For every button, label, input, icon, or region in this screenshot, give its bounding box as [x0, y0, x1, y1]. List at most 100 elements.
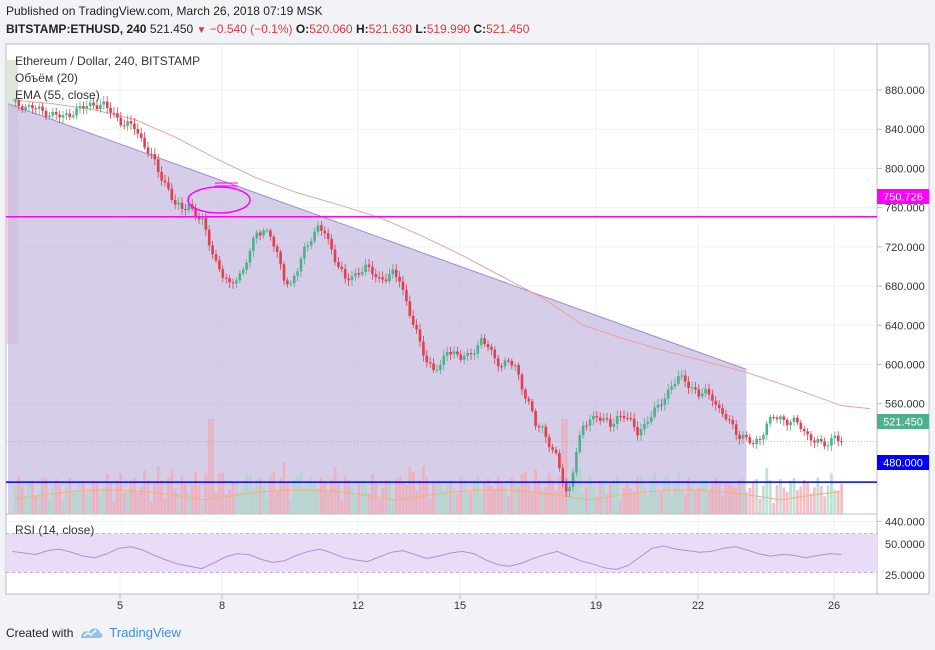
- price-tick-5: 680.000: [885, 281, 925, 293]
- volume-bar: [184, 483, 187, 514]
- volume-bar: [751, 482, 755, 514]
- volume-bar: [68, 477, 72, 514]
- volume-bar: [459, 477, 463, 514]
- candle-body: [615, 415, 619, 424]
- candle-body: [27, 105, 31, 107]
- candle-body: [78, 106, 82, 109]
- candle-body: [129, 121, 133, 124]
- volume-bar: [255, 479, 259, 514]
- candle-body: [728, 419, 731, 421]
- volume-bar: [520, 473, 524, 514]
- chart-legend-title: Ethereum / Dollar, 240, BITSTAMP: [15, 54, 200, 68]
- volume-bar: [248, 474, 252, 514]
- candle-body: [299, 258, 303, 272]
- volume-bar: [762, 485, 765, 514]
- candle-body: [585, 425, 588, 427]
- candle-body: [303, 246, 306, 259]
- candle-body: [483, 338, 486, 345]
- candle-body: [660, 404, 663, 406]
- candle-body: [228, 278, 231, 283]
- candle-body: [231, 282, 235, 284]
- volume-bar: [741, 478, 745, 514]
- volume-bar: [649, 477, 653, 514]
- volume-bar: [840, 483, 843, 514]
- volume-bar: [493, 490, 497, 514]
- candle-body: [724, 414, 728, 420]
- volume-bar: [476, 475, 480, 514]
- volume-bar: [207, 419, 211, 514]
- candle-body: [238, 273, 242, 281]
- candle-body: [82, 106, 85, 109]
- candle-body: [738, 434, 741, 439]
- candle-body: [391, 269, 395, 275]
- candle-body: [680, 375, 684, 377]
- tradingview-brand[interactable]: TradingView: [109, 625, 181, 640]
- volume-bar: [728, 481, 731, 514]
- candle-body: [347, 278, 350, 281]
- volume-bar: [350, 485, 354, 514]
- last-price: 521.450: [149, 22, 194, 36]
- volume-bar: [496, 476, 500, 514]
- volume-bar: [85, 493, 89, 514]
- candle-body: [588, 419, 592, 426]
- candle-body: [31, 105, 34, 109]
- candle-body: [139, 133, 143, 138]
- volume-bar: [340, 500, 344, 514]
- candle-body: [802, 428, 806, 432]
- candle-body: [656, 404, 660, 408]
- candle-body: [619, 415, 622, 417]
- volume-bar: [435, 481, 439, 514]
- price-tick-6: 640.000: [885, 320, 925, 332]
- trend-line[interactable]: [7, 103, 747, 370]
- volume-bar: [711, 484, 714, 514]
- time-tick-1: 8: [219, 600, 225, 612]
- candle-body: [92, 102, 95, 106]
- candle-body: [479, 338, 483, 346]
- candle-body: [37, 106, 41, 109]
- resistance-price-tag: [877, 189, 929, 204]
- volume-bar: [656, 493, 660, 514]
- volume-bar: [622, 487, 626, 514]
- highlight-ellipse[interactable]: [187, 186, 251, 214]
- candle-body: [690, 387, 694, 389]
- candle-body: [476, 345, 480, 354]
- candle-body: [269, 230, 272, 237]
- candle-body: [823, 441, 826, 447]
- volume-bar: [275, 490, 279, 514]
- volume-bar: [27, 482, 31, 514]
- candle-body: [789, 421, 792, 426]
- candle-body: [435, 369, 439, 371]
- volume-bar: [680, 489, 684, 514]
- price-axis[interactable]: [876, 43, 930, 595]
- candle-body: [694, 387, 697, 390]
- volume-bar: [816, 477, 820, 514]
- candle-body: [112, 112, 116, 114]
- candle-body: [272, 236, 276, 247]
- volume-bar: [292, 480, 296, 514]
- candle-body: [819, 438, 823, 442]
- candle-body: [221, 269, 225, 278]
- volume-bar: [605, 494, 609, 514]
- candle-body: [14, 100, 17, 102]
- volume-bar: [71, 490, 75, 514]
- candle-body: [653, 407, 656, 417]
- candle-body: [323, 230, 327, 234]
- candle-body: [452, 351, 456, 355]
- volume-bar: [160, 479, 163, 514]
- candle-body: [364, 264, 367, 272]
- volume-bar: [360, 479, 364, 514]
- volume-bar: [779, 478, 782, 514]
- volume-bar: [517, 486, 520, 514]
- volume-bar: [666, 475, 670, 514]
- time-tick-0: 5: [117, 600, 123, 612]
- volume-bar: [758, 498, 762, 514]
- volume-bar: [54, 478, 58, 514]
- price-tick-labels: 880.000 840.000 800.000 760.000 720.000 680.0…: [877, 85, 925, 528]
- volume-bar: [663, 474, 667, 514]
- volume-bar: [337, 480, 340, 514]
- candle-body: [68, 113, 72, 118]
- volume-bar: [578, 467, 582, 514]
- candle-body: [755, 438, 758, 444]
- candle-body: [401, 281, 405, 290]
